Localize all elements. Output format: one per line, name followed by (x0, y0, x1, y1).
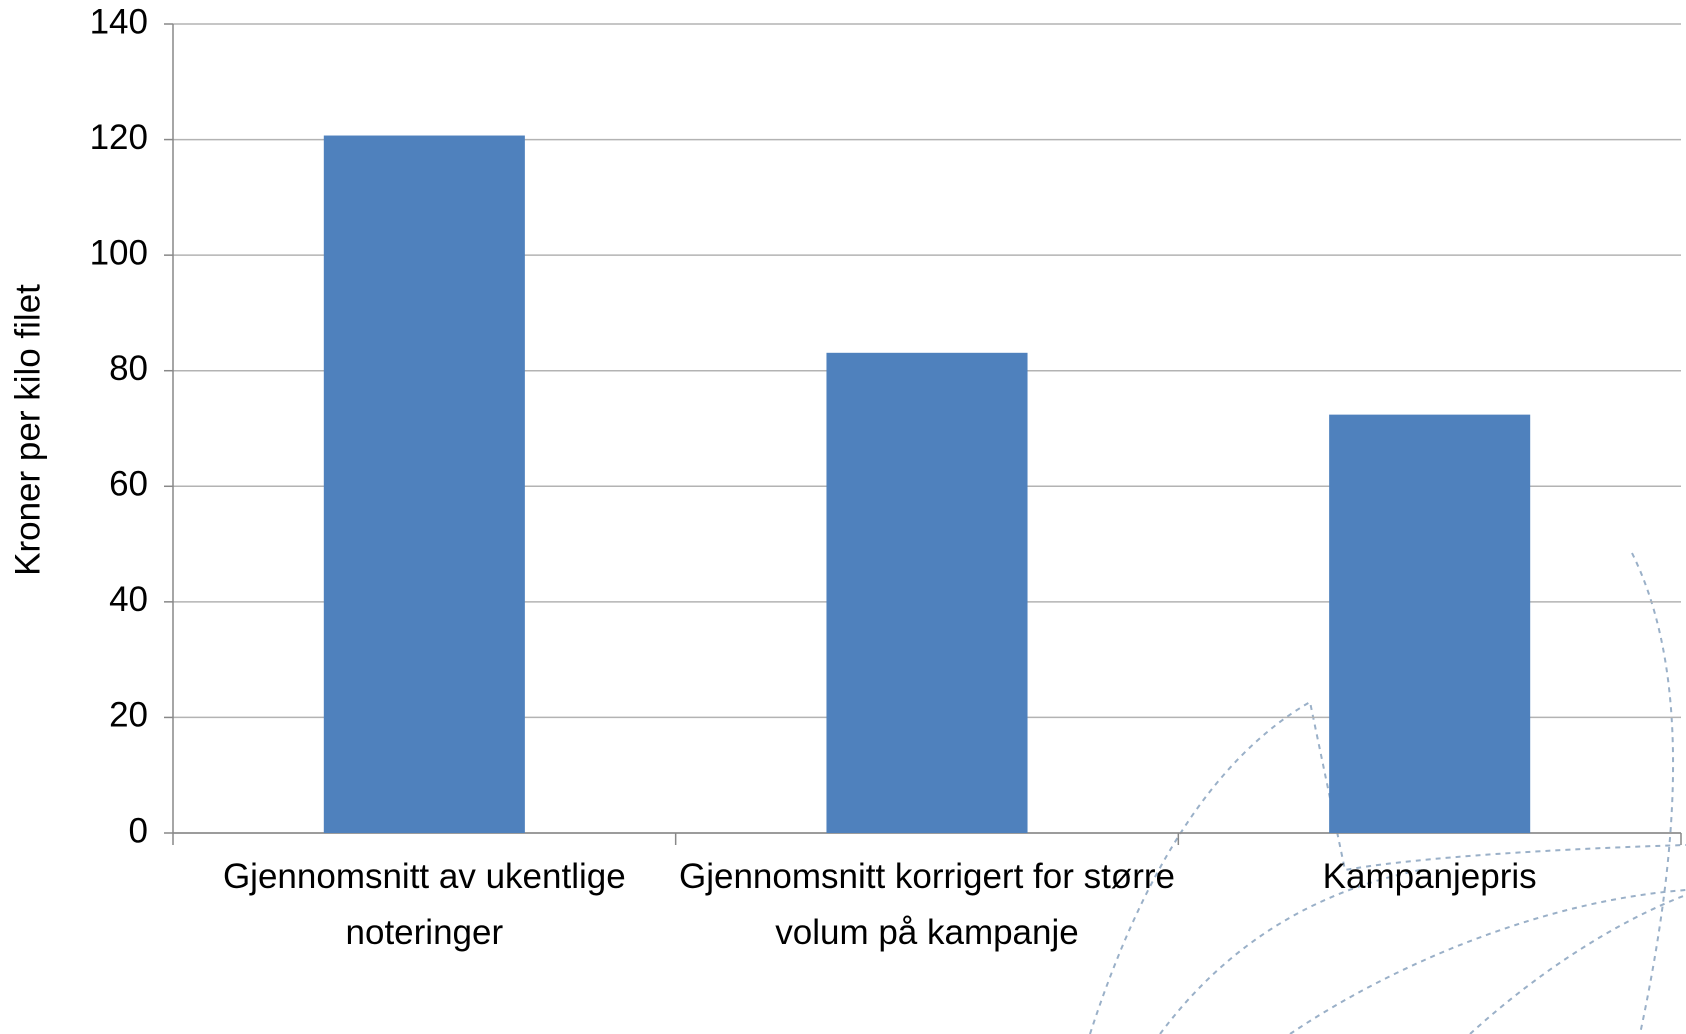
bar (1329, 414, 1531, 833)
y-tick-label: 140 (90, 2, 148, 41)
decoration-curve (1089, 700, 1686, 1034)
y-tick-label: 40 (109, 580, 148, 619)
x-tick-label: Gjennomsnitt av ukentlige noteringer (222, 857, 626, 952)
decoration-curve (1159, 869, 1421, 1034)
y-tick-label: 20 (109, 696, 148, 735)
y-axis-label: Kroner per kilo filet (8, 284, 47, 576)
y-tick-label: 100 (90, 233, 148, 272)
decoration-curve (1289, 889, 1686, 1034)
y-tick-label: 80 (109, 349, 148, 388)
x-tick-label: Gjennomsnitt korrigert for større volum … (679, 857, 1175, 952)
background-decoration (1089, 552, 1686, 1034)
decoration-curve (1469, 894, 1686, 1034)
y-tick-label: 120 (90, 118, 148, 157)
y-tick-label: 60 (109, 465, 148, 504)
bar (826, 352, 1028, 833)
bar (323, 135, 525, 833)
decoration-curve (1631, 552, 1674, 1034)
x-tick-label: Kampanjepris (1322, 857, 1537, 896)
y-tick-label: 0 (129, 811, 148, 850)
